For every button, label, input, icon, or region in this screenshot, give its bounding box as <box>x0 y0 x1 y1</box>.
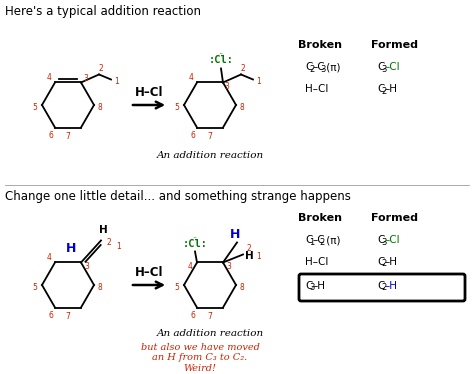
Text: –H: –H <box>384 257 397 267</box>
Text: (π): (π) <box>323 235 340 245</box>
Text: 2: 2 <box>320 237 325 246</box>
Text: (π): (π) <box>323 62 340 72</box>
Text: Here's a typical addition reaction: Here's a typical addition reaction <box>5 5 201 18</box>
Text: C: C <box>377 62 384 72</box>
Text: 6: 6 <box>191 131 195 140</box>
Text: H–Cl: H–Cl <box>305 84 328 94</box>
Text: –C: –C <box>312 235 325 245</box>
Text: 3: 3 <box>309 283 314 292</box>
Text: 2: 2 <box>381 86 386 95</box>
Text: 3: 3 <box>84 262 90 271</box>
Text: 1: 1 <box>115 77 119 86</box>
Text: :Cl:: :Cl: <box>182 239 208 249</box>
Text: 3: 3 <box>381 237 386 246</box>
Text: Change one little detail... and something strange happens: Change one little detail... and somethin… <box>5 190 351 203</box>
Text: C: C <box>377 257 384 267</box>
Text: H–Cl: H–Cl <box>135 86 163 98</box>
Text: 7: 7 <box>208 312 212 321</box>
Text: 3: 3 <box>320 64 325 74</box>
Text: 5: 5 <box>174 282 180 291</box>
Text: C: C <box>377 281 384 291</box>
Text: 7: 7 <box>65 312 71 321</box>
Text: 3: 3 <box>227 262 231 271</box>
Text: 7: 7 <box>208 132 212 141</box>
Text: An addition reaction: An addition reaction <box>156 328 264 337</box>
Text: 6: 6 <box>48 131 54 140</box>
Text: 6: 6 <box>191 311 195 320</box>
Text: 8: 8 <box>240 102 245 111</box>
Text: 2: 2 <box>381 260 386 269</box>
Text: 1: 1 <box>256 252 261 261</box>
Text: 8: 8 <box>98 282 102 291</box>
Text: –H: –H <box>384 281 397 291</box>
Text: 8: 8 <box>240 282 245 291</box>
Text: C: C <box>305 281 312 291</box>
Text: C: C <box>377 235 384 245</box>
Text: C: C <box>377 84 384 94</box>
Text: 2: 2 <box>99 64 103 73</box>
Text: 1: 1 <box>256 77 261 86</box>
Text: ··: ·· <box>219 50 224 59</box>
Text: 1: 1 <box>117 242 121 251</box>
Text: 4: 4 <box>188 262 192 271</box>
Text: ··: ·· <box>192 234 198 243</box>
Text: H–Cl: H–Cl <box>305 257 328 267</box>
Text: 5: 5 <box>33 282 37 291</box>
Text: 2: 2 <box>241 64 246 73</box>
Text: Formed: Formed <box>372 213 419 223</box>
Text: H: H <box>245 251 254 261</box>
Text: 8: 8 <box>98 102 102 111</box>
Text: 4: 4 <box>46 73 52 82</box>
Text: 4: 4 <box>189 73 193 82</box>
Text: 5: 5 <box>174 102 180 111</box>
Text: H–Cl: H–Cl <box>135 266 163 279</box>
Text: 7: 7 <box>65 132 71 141</box>
Text: Formed: Formed <box>372 40 419 50</box>
Text: :Cl:: :Cl: <box>209 55 234 65</box>
Text: 1: 1 <box>309 237 314 246</box>
Text: C: C <box>305 235 312 245</box>
Text: 2: 2 <box>309 64 314 74</box>
Text: 2: 2 <box>246 244 251 253</box>
Text: but also we have moved
an H from C₃ to C₂.
Weird!: but also we have moved an H from C₃ to C… <box>141 343 259 373</box>
Text: 6: 6 <box>48 311 54 320</box>
Text: 3: 3 <box>83 74 89 83</box>
Text: H: H <box>99 226 108 236</box>
Text: 3: 3 <box>225 82 229 91</box>
Text: 4: 4 <box>46 253 52 262</box>
Text: Broken: Broken <box>298 40 342 50</box>
Text: Broken: Broken <box>298 213 342 223</box>
Text: –H: –H <box>312 281 325 291</box>
FancyBboxPatch shape <box>299 274 465 301</box>
Text: 2: 2 <box>381 283 386 292</box>
Text: –H: –H <box>384 84 397 94</box>
Text: 5: 5 <box>33 102 37 111</box>
Text: C: C <box>305 62 312 72</box>
Text: –Cl: –Cl <box>384 62 400 72</box>
Text: –C: –C <box>312 62 325 72</box>
Text: 2: 2 <box>107 238 111 247</box>
Text: An addition reaction: An addition reaction <box>156 150 264 159</box>
Text: 3: 3 <box>381 64 386 74</box>
Text: H: H <box>66 242 76 255</box>
Text: H: H <box>230 228 240 241</box>
Text: –Cl: –Cl <box>384 235 400 245</box>
